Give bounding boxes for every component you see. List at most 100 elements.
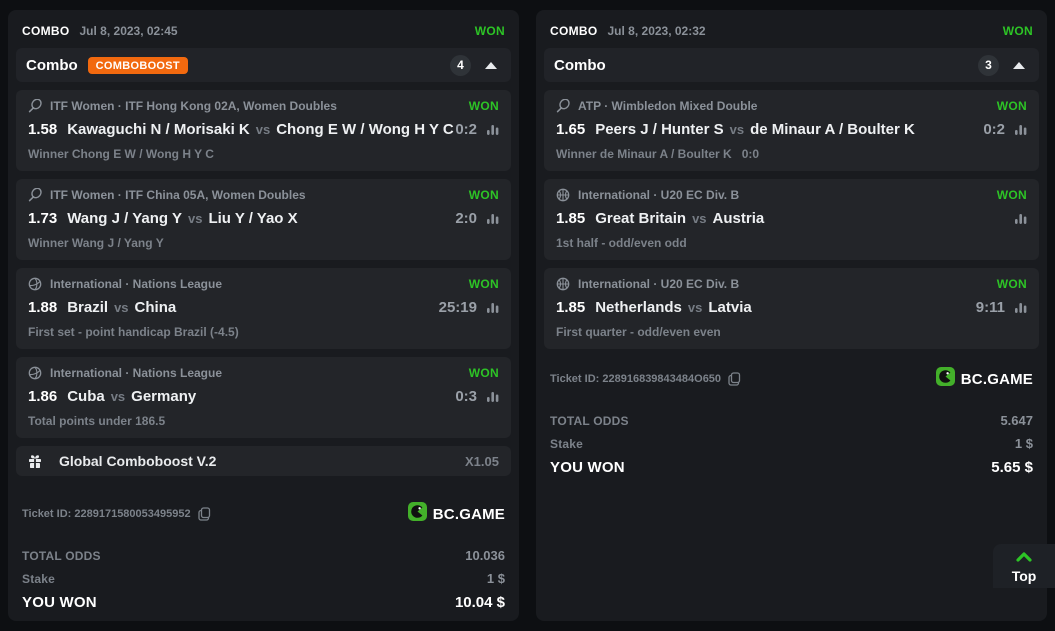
legs-count-badge: 3 xyxy=(978,55,999,76)
scroll-to-top-label: Top xyxy=(1012,568,1037,584)
vs-label: vs xyxy=(188,211,202,226)
tennis-racket-icon xyxy=(28,99,42,113)
total-odds-value: 10.036 xyxy=(465,548,505,563)
league-label: International · U20 EC Div. B xyxy=(578,188,739,202)
bet-card-header: COMBO Jul 8, 2023, 02:32 WON xyxy=(544,16,1039,48)
league-label: ITF Women · ITF China 05A, Women Doubles xyxy=(50,188,306,202)
market-label: Winner Chong E W / Wong H Y C xyxy=(28,147,499,161)
you-won-value: 5.65 $ xyxy=(991,459,1033,476)
chevron-up-icon xyxy=(1016,549,1032,567)
you-won-label: YOU WON xyxy=(22,594,97,611)
leg-score: 2:0 xyxy=(455,210,477,227)
vs-label: vs xyxy=(692,211,706,226)
home-team: Kawaguchi N / Morisaki K xyxy=(67,121,250,138)
bet-leg: International · U20 EC Div. B WON 1.85 N… xyxy=(544,268,1039,349)
away-team: China xyxy=(135,299,177,316)
market-label: First quarter - odd/even even xyxy=(556,325,1027,339)
legs-count-badge: 4 xyxy=(450,55,471,76)
vs-label: vs xyxy=(730,122,744,137)
bet-card-header: COMBO Jul 8, 2023, 02:45 WON xyxy=(16,16,511,48)
league-label: ATP · Wimbledon Mixed Double xyxy=(578,99,757,113)
bcgame-logo-icon xyxy=(408,502,427,526)
bet-leg: ATP · Wimbledon Mixed Double WON 1.65 Pe… xyxy=(544,90,1039,171)
leg-status-badge: WON xyxy=(469,366,499,380)
leg-score: 0:2 xyxy=(455,121,477,138)
stats-icon[interactable] xyxy=(1015,301,1027,314)
away-team: Austria xyxy=(713,210,765,227)
stats-icon[interactable] xyxy=(1015,212,1027,225)
bet-card: COMBO Jul 8, 2023, 02:45 WON Combo COMBO… xyxy=(8,10,519,621)
comboboost-row: Global Comboboost V.2 X1.05 xyxy=(16,446,511,476)
comboboost-badge: COMBOBOOST xyxy=(88,57,188,74)
vs-label: vs xyxy=(114,300,128,315)
copy-icon[interactable] xyxy=(728,372,742,386)
leg-status-badge: WON xyxy=(997,188,1027,202)
bet-type-label: COMBO xyxy=(22,24,70,38)
bet-date: Jul 8, 2023, 02:45 xyxy=(80,24,178,38)
collapse-icon[interactable] xyxy=(485,62,497,69)
volleyball-icon xyxy=(28,366,42,380)
bet-leg: International · Nations League WON 1.88 … xyxy=(16,268,511,349)
leg-odds: 1.58 xyxy=(28,121,57,138)
bet-date: Jul 8, 2023, 02:32 xyxy=(608,24,706,38)
home-team: Peers J / Hunter S xyxy=(595,121,723,138)
gift-icon xyxy=(28,454,42,468)
bet-leg: ITF Women · ITF Hong Kong 02A, Women Dou… xyxy=(16,90,511,171)
you-won-value: 10.04 $ xyxy=(455,594,505,611)
ticket-id-label: Ticket ID: 228916839843484O650 xyxy=(550,373,721,385)
market-label: First set - point handicap Brazil (-4.5) xyxy=(28,325,499,339)
bcgame-logo-icon xyxy=(936,367,955,391)
copy-icon[interactable] xyxy=(198,507,212,521)
stats-icon[interactable] xyxy=(487,123,499,136)
stats-icon[interactable] xyxy=(487,301,499,314)
stake-label: Stake xyxy=(550,437,583,451)
basketball-icon xyxy=(556,188,570,202)
collapse-icon[interactable] xyxy=(1013,62,1025,69)
total-odds-value: 5.647 xyxy=(1000,413,1033,428)
stake-label: Stake xyxy=(22,572,55,586)
market-score: 0:0 xyxy=(742,147,759,161)
away-team: Liu Y / Yao X xyxy=(208,210,297,227)
bet-leg: ITF Women · ITF China 05A, Women Doubles… xyxy=(16,179,511,260)
home-team: Cuba xyxy=(67,388,105,405)
league-label: International · U20 EC Div. B xyxy=(578,277,739,291)
bet-card: COMBO Jul 8, 2023, 02:32 WON Combo 3 ATP… xyxy=(536,10,1047,621)
leg-status-badge: WON xyxy=(997,277,1027,291)
leg-odds: 1.88 xyxy=(28,299,57,316)
combo-summary-row[interactable]: Combo COMBOBOOST 4 xyxy=(16,48,511,82)
stats-icon[interactable] xyxy=(1015,123,1027,136)
vs-label: vs xyxy=(256,122,270,137)
away-team: Latvia xyxy=(708,299,751,316)
ticket-row: Ticket ID: 228916839843484O650 BC.GAME xyxy=(544,367,1039,391)
brand-name: BC.GAME xyxy=(961,371,1033,388)
bet-leg: International · Nations League WON 1.86 … xyxy=(16,357,511,438)
market-label: Winner Wang J / Yang Y xyxy=(28,236,499,250)
market-label: 1st half - odd/even odd xyxy=(556,236,1027,250)
vs-label: vs xyxy=(688,300,702,315)
basketball-icon xyxy=(556,277,570,291)
combo-summary-row[interactable]: Combo 3 xyxy=(544,48,1039,82)
stats-icon[interactable] xyxy=(487,212,499,225)
total-odds-label: TOTAL ODDS xyxy=(22,549,101,563)
leg-score: 0:2 xyxy=(983,121,1005,138)
volleyball-icon xyxy=(28,277,42,291)
total-odds-label: TOTAL ODDS xyxy=(550,414,629,428)
ticket-id-label: Ticket ID: 2289171580053495952 xyxy=(22,508,191,520)
leg-status-badge: WON xyxy=(469,99,499,113)
combo-title: Combo xyxy=(554,57,606,74)
scroll-to-top-button[interactable]: Top xyxy=(993,544,1055,588)
bet-status-badge: WON xyxy=(1003,24,1033,38)
ticket-row: Ticket ID: 2289171580053495952 BC.GAME xyxy=(16,502,511,526)
leg-score: 25:19 xyxy=(439,299,477,316)
bet-status-badge: WON xyxy=(475,24,505,38)
bet-leg: International · U20 EC Div. B WON 1.85 G… xyxy=(544,179,1039,260)
home-team: Wang J / Yang Y xyxy=(67,210,182,227)
away-team: Chong E W / Wong H Y C xyxy=(276,121,454,138)
home-team: Great Britain xyxy=(595,210,686,227)
leg-score: 0:3 xyxy=(455,388,477,405)
stats-icon[interactable] xyxy=(487,390,499,403)
market-label: Total points under 186.5 xyxy=(28,414,499,428)
leg-status-badge: WON xyxy=(469,188,499,202)
leg-odds: 1.73 xyxy=(28,210,57,227)
vs-label: vs xyxy=(111,389,125,404)
